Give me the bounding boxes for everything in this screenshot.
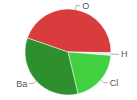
svg-text:O: O — [82, 1, 89, 11]
svg-text:Cl: Cl — [110, 78, 119, 88]
svg-text:H: H — [121, 49, 128, 59]
svg-text:Ba: Ba — [16, 79, 27, 89]
